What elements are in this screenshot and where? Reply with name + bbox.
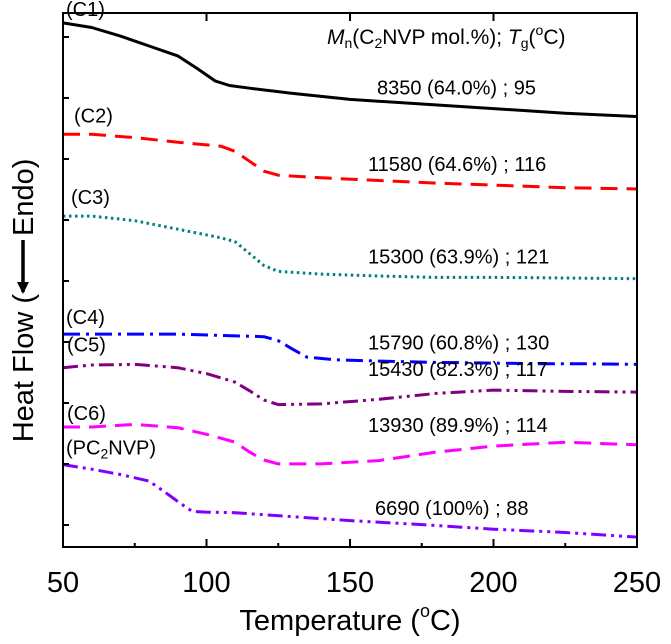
series-line-c2 — [63, 132, 638, 191]
series-note-c1: 8350 (64.0%) ; 95 — [377, 78, 536, 100]
series-note-c4: 15790 (60.8%) ; 130 — [368, 333, 549, 355]
series-line-c4 — [63, 332, 638, 366]
y-axis-title-left: Heat Flow ( — [8, 294, 40, 443]
y-axis-title-right: Endo) — [8, 159, 40, 236]
series-note-c6: 13930 (89.9%) ; 114 — [368, 415, 548, 437]
series-note-c5: 15430 (82.3%) ; 117 — [368, 359, 548, 381]
series-note-pc2nvp: 6690 (100%) ; 88 — [375, 498, 528, 520]
plot-frame — [62, 12, 638, 548]
series-line-c3 — [63, 214, 638, 281]
series-name-pc2nvp: (PC2NVP) — [66, 438, 156, 462]
series-line-pc2nvp — [62, 463, 638, 539]
y-axis-title: Heat Flow ( Endo) — [8, 159, 40, 443]
series-name-c1: (C1) — [66, 0, 105, 21]
x-tick-label-200: 200 — [469, 567, 517, 599]
x-tick-label-100: 100 — [182, 567, 230, 599]
series-note-c2: 11580 (64.6%) ; 116 — [368, 154, 546, 176]
x-tick-label-250: 250 — [613, 567, 661, 599]
label-layer: (C1) 8350 (64.0%) ; 95 (C2) 11580 (64.6%) ;… — [66, 0, 549, 520]
series-line-c6 — [63, 422, 638, 466]
x-axis-title: Temperature (oC) — [239, 601, 460, 637]
down-arrow-icon — [17, 240, 29, 294]
series-name-c6: (C6) — [67, 403, 106, 425]
series-name-c5: (C5) — [67, 335, 106, 357]
series-line-c1 — [62, 21, 638, 118]
series-name-c4: (C4) — [66, 307, 105, 329]
axis-layer: 50 100 150 200 250 — [47, 13, 661, 599]
x-tick-label-50: 50 — [47, 567, 79, 599]
series-name-c2: (C2) — [74, 105, 113, 127]
x-tick-label-150: 150 — [326, 567, 374, 599]
annotation-header: Mn(C2NVP mol.%); Tg(oC) — [327, 22, 566, 51]
series-line-c5 — [62, 362, 638, 407]
series-name-c3: (C3) — [71, 187, 110, 209]
series-layer — [62, 21, 638, 539]
series-note-c3: 15300 (63.9%) ; 121 — [368, 246, 549, 268]
